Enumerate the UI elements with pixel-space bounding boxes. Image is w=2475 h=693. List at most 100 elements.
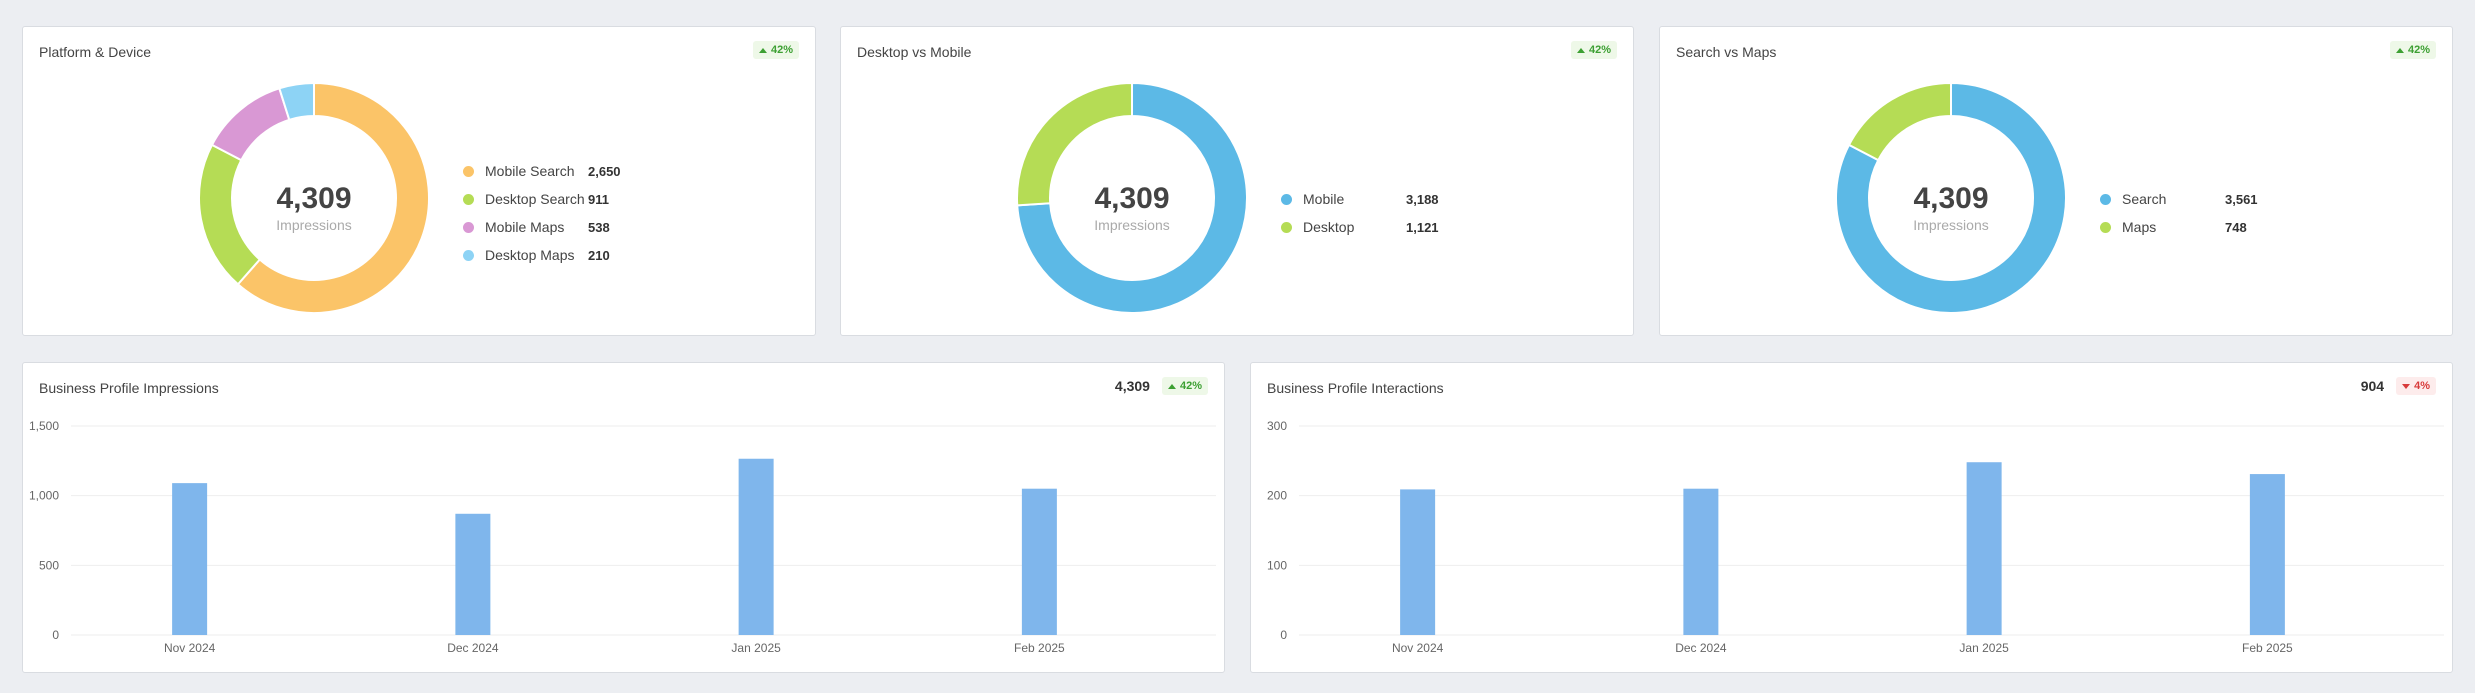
legend-dot-icon [463,193,474,205]
change-value: 42% [1179,380,1202,392]
arrow-up-icon [2395,47,2404,53]
badge-wrap: 904 4% [2361,377,2436,395]
legend-value: 538 [588,219,610,235]
y-tick-label: 500 [39,558,59,572]
change-value: 4% [2414,380,2430,392]
search-maps-card: Search vs Maps 42% 4,309 Impressions Sea… [1659,26,2453,336]
card-title: Business Profile Interactions [1267,380,1444,396]
legend-label: Mobile Search [485,163,575,179]
total-value: 904 [2360,378,2385,394]
x-tick-label: Nov 2024 [1392,641,1444,655]
donut-chart: 4,309 Impressions [1836,83,2066,313]
y-tick-label: 200 [1267,489,1287,503]
badge-wrap: 4,309 42% [1115,377,1208,395]
center-label: Impressions [1094,217,1169,233]
total-value: 4,309 [1114,378,1150,394]
legend-label: Desktop [1303,219,1355,235]
donut-slice-desktop-maps[interactable] [278,83,315,122]
bar[interactable] [1966,462,2002,635]
bar-chart: 0 100 200 300 Nov 2024 Dec 2024 Jan 2025 Feb 20… [1267,419,2444,655]
change-value: 42% [770,44,793,56]
legend-label: Desktop Maps [485,247,575,263]
impressions-bar-card: Business Profile Impressions 4,309 42% 0… [22,362,1225,673]
legend-dot-icon [463,221,474,233]
legend: Search 3,561 Maps 748 [2100,185,2258,241]
donut-slice-mobile-maps[interactable] [210,87,291,162]
badge-wrap: 42% [752,41,799,59]
change-badge: 42% [2389,41,2436,59]
legend-value: 2,650 [588,163,621,179]
y-tick-label: 100 [1267,558,1287,572]
change-badge: 42% [752,41,799,59]
legend-dot-icon [2100,193,2111,205]
legend-value: 3,561 [2225,191,2258,207]
legend-item[interactable]: Mobile Search 2,650 [463,157,621,185]
y-tick-label: 1,500 [29,419,59,433]
center-value: 4,309 [1913,182,1988,215]
legend-value: 748 [2225,219,2247,235]
bar-chart: 0 500 1,000 1,500 Nov 2024 Dec 2024 Jan 2025 Fe… [29,419,1216,655]
x-tick-label: Feb 2025 [1014,641,1065,655]
legend-label: Mobile [1303,191,1345,207]
center-value: 4,309 [276,182,351,215]
legend-item[interactable]: Desktop Search 911 [463,185,621,213]
legend-dot-icon [463,249,474,261]
card-title: Search vs Maps [1676,44,1777,60]
bar[interactable] [1021,488,1057,635]
badge-wrap: 42% [2389,41,2436,59]
change-badge: 4% [2396,377,2436,395]
arrow-down-icon [2402,383,2411,389]
x-tick-label: Dec 2024 [447,641,499,655]
legend: Mobile Search 2,650 Desktop Search 911 Mobil… [463,157,621,269]
y-tick-label: 1,000 [29,489,59,503]
legend-dot-icon [1281,221,1292,233]
donut-slice-mobile[interactable] [1017,83,1247,313]
x-tick-label: Feb 2025 [2242,641,2293,655]
legend-label: Mobile Maps [485,219,565,235]
legend-item[interactable]: Maps 748 [2100,213,2258,241]
donut-slice-desktop-search[interactable] [199,143,262,286]
legend-dot-icon [463,165,474,177]
legend-dot-icon [1281,193,1292,205]
legend-item[interactable]: Search 3,561 [2100,185,2258,213]
donut-slice-search[interactable] [1836,83,2066,313]
change-value: 42% [2407,44,2430,56]
change-value: 42% [1588,44,1611,56]
x-tick-label: Nov 2024 [164,641,216,655]
y-tick-label: 0 [1280,628,1287,642]
card-title: Platform & Device [39,44,152,60]
change-badge: 42% [1570,41,1617,59]
y-tick-label: 300 [1267,419,1287,433]
legend-item[interactable]: Mobile 3,188 [1281,185,1439,213]
donut-slice-mobile-search[interactable] [236,83,429,313]
bar[interactable] [2249,474,2285,635]
legend-label: Search [2122,191,2167,207]
legend: Mobile 3,188 Desktop 1,121 [1281,185,1439,241]
arrow-up-icon [1576,47,1585,53]
badge-wrap: 42% [1570,41,1617,59]
bar[interactable] [455,513,491,635]
y-tick-label: 0 [52,628,59,642]
x-tick-label: Jan 2025 [731,641,781,655]
donut-chart: 4,309 Impressions [1017,83,1247,313]
x-tick-label: Jan 2025 [1959,641,2009,655]
card-title: Business Profile Impressions [39,380,219,396]
center-label: Impressions [1913,217,1988,233]
legend-value: 911 [588,191,609,207]
platform-device-card: Platform & Device 42% 4,309 Impressions … [22,26,816,336]
change-badge: 42% [1161,377,1208,395]
bar[interactable] [1683,488,1719,635]
legend-item[interactable]: Mobile Maps 538 [463,213,621,241]
bar[interactable] [738,458,774,635]
x-tick-label: Dec 2024 [1675,641,1727,655]
donut-slice-desktop[interactable] [1017,83,1133,207]
bar[interactable] [1400,489,1436,635]
legend-dot-icon [2100,221,2111,233]
arrow-up-icon [1167,383,1176,389]
bar[interactable] [172,483,208,635]
legend-value: 3,188 [1406,191,1439,207]
donut-slice-maps[interactable] [1847,83,1952,162]
legend-item[interactable]: Desktop 1,121 [1281,213,1439,241]
legend-item[interactable]: Desktop Maps 210 [463,241,621,269]
interactions-bar-card: Business Profile Interactions 904 4% 0 10… [1250,362,2453,673]
